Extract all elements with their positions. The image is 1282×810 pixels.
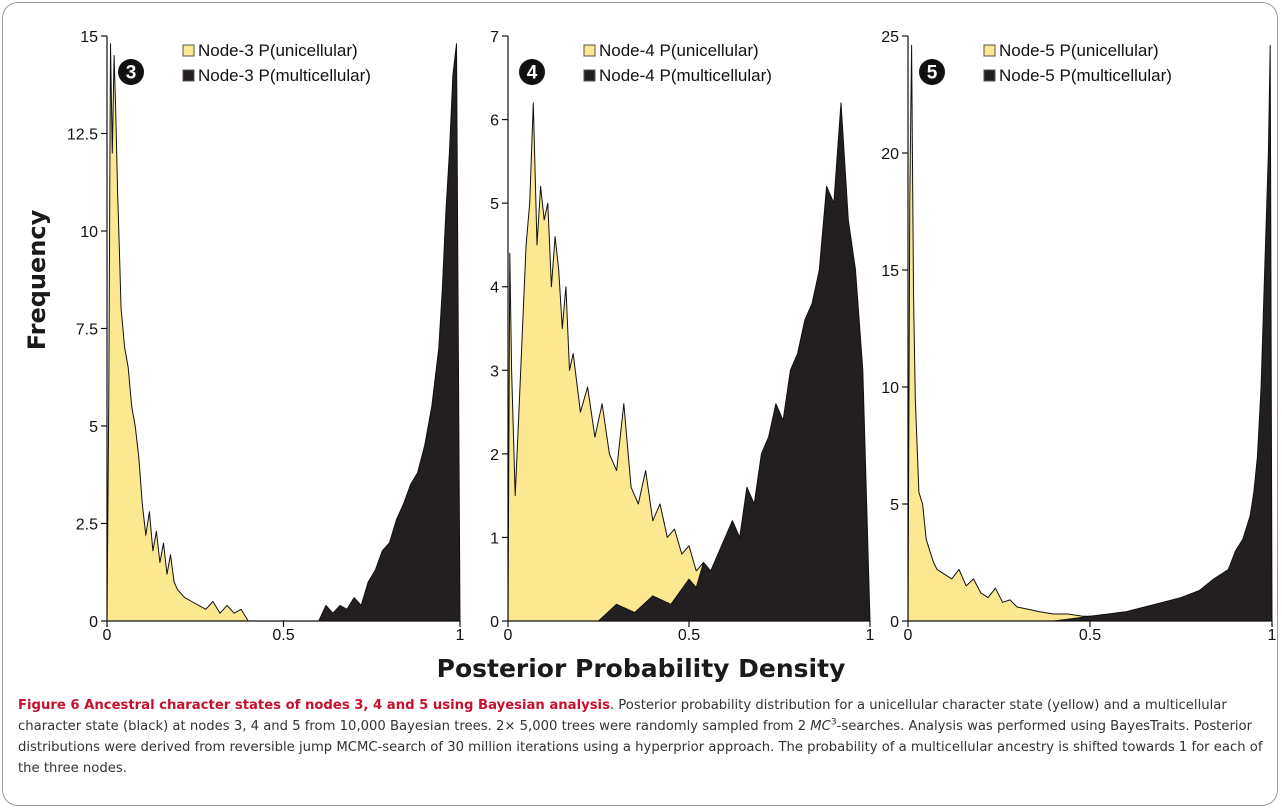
- y-tick-label: 2.5: [76, 517, 98, 534]
- y-tick-label: 12.5: [67, 127, 98, 144]
- node-badge-label: 4: [527, 63, 538, 84]
- y-tick-label: 5: [490, 196, 499, 213]
- legend-label: Node-5 P(unicellular): [999, 41, 1159, 60]
- caption-text-2: -searches. Analysis was performed using …: [18, 719, 1263, 776]
- x-tick-label: 0: [504, 627, 513, 644]
- legend-swatch: [983, 44, 996, 57]
- legend-label: Node-4 P(unicellular): [599, 41, 759, 60]
- y-tick-label: 4: [490, 280, 499, 297]
- y-tick-label: 6: [490, 113, 499, 130]
- x-tick-label: 1: [866, 627, 875, 644]
- x-tick-label: 0.5: [1079, 627, 1101, 644]
- x-tick-label: 0: [103, 627, 112, 644]
- legend-label: Node-3 P(multicellular): [198, 66, 371, 85]
- caption-mc: MC: [810, 719, 831, 734]
- y-tick-label: 1: [490, 530, 499, 547]
- x-axis-title: Posterior Probability Density: [436, 654, 846, 683]
- chart-panel-1: 0 2.5 5 7.5 10 12.5 15 0 0.5 1 3 Node-3 P(unicellul…: [67, 29, 465, 644]
- legend-swatch: [983, 69, 996, 82]
- y-tick-label: 3: [490, 363, 499, 380]
- chart-panel-2: 0 1 2 3 4 5 6 7 0 0.5 1 4 Node-4 P(unicellular) Node-…: [490, 29, 874, 644]
- y-tick-label: 10: [881, 380, 899, 397]
- y-tick-label: 15: [881, 263, 899, 280]
- legend-swatch: [583, 69, 596, 82]
- series-area-unicellular: [907, 44, 1127, 622]
- node-badge-label: 5: [927, 63, 938, 84]
- series-area-unicellular: [106, 43, 249, 622]
- x-tick-label: 1: [456, 627, 465, 644]
- y-tick-label: 2: [490, 447, 499, 464]
- y-tick-label: 5: [89, 419, 98, 436]
- y-tick-label: 20: [881, 146, 899, 163]
- series-area-multicellular: [1053, 44, 1273, 622]
- y-tick-label: 10: [80, 224, 98, 241]
- series-area-multicellular: [318, 43, 461, 622]
- node-badge-label: 3: [126, 63, 137, 84]
- legend-swatch: [182, 69, 195, 82]
- node-badge: [919, 59, 945, 85]
- legend-label: Node-3 P(unicellular): [198, 41, 358, 60]
- y-tick-label: 0: [890, 614, 899, 631]
- y-tick-label: 0: [89, 614, 98, 631]
- figure-caption: Figure 6 Ancestral character states of n…: [18, 695, 1264, 779]
- y-tick-label: 15: [80, 29, 98, 46]
- caption-sup: 3: [830, 717, 837, 728]
- series-area-multicellular: [598, 102, 871, 622]
- y-tick-label: 5: [890, 497, 899, 514]
- caption-text-1: . Posterior probability distribution for…: [18, 698, 1227, 734]
- x-tick-label: 0.5: [678, 627, 700, 644]
- y-tick-label: 0: [490, 614, 499, 631]
- x-tick-label: 0: [904, 627, 913, 644]
- legend-label: Node-5 P(multicellular): [999, 66, 1172, 85]
- node-badge: [118, 59, 144, 85]
- legend-label: Node-4 P(multicellular): [599, 66, 772, 85]
- caption-label: Figure 6 Ancestral character states of n…: [18, 698, 610, 713]
- legend-swatch: [182, 44, 195, 57]
- y-tick-label: 7.5: [76, 322, 98, 339]
- x-tick-label: 1: [1268, 627, 1277, 644]
- y-tick-label: 7: [490, 29, 499, 46]
- node-badge: [519, 59, 545, 85]
- y-axis-title: Frequency: [23, 209, 51, 351]
- legend-swatch: [583, 44, 596, 57]
- x-tick-label: 0.5: [272, 627, 294, 644]
- y-tick-label: 25: [881, 29, 899, 46]
